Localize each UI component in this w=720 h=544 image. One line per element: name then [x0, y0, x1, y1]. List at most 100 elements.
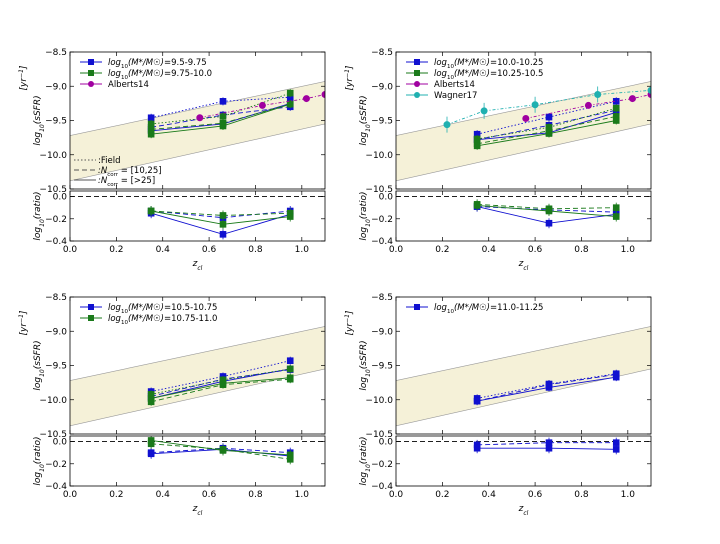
legend-label: log10(M*/M☉)=10.75-11.0: [108, 314, 217, 326]
y-axis-label: log10(sSFR): [359, 95, 372, 145]
x-tick-label: 0.8: [248, 490, 263, 500]
data-point-10.25-10.5: [612, 104, 620, 112]
ratio-point-9.75-10.0: [219, 212, 227, 219]
data-point-10.5-10.75: [286, 357, 294, 365]
main-plot-area: [70, 326, 325, 427]
band-lower-edge: [70, 123, 325, 182]
data-point-9.75-10.0: [219, 113, 227, 120]
y-axis-label: log10(sSFR): [359, 340, 372, 390]
data-point-9.5-9.75: [147, 114, 155, 122]
ratio-point-9.75-10.0: [147, 207, 155, 215]
x-tick-label: 1.0: [621, 245, 636, 255]
ratio-y-axis-label: log10(ratio): [33, 191, 46, 240]
data-point-11.0-11.25: [612, 373, 620, 381]
x-tick-label: 0.0: [63, 490, 78, 500]
y-tick-label: −10.0: [39, 151, 67, 161]
ratio-point-10.75-11.0: [219, 447, 227, 454]
legend-label: Wagner17: [434, 91, 477, 101]
band-upper-edge: [70, 81, 325, 136]
ratio-axes-frame: [395, 190, 652, 242]
data-point-10.75-11.0: [286, 374, 294, 382]
y-tick-label: −9.5: [45, 117, 67, 127]
legend-label: log10(M*/M☉)=10.25-10.5: [434, 69, 543, 81]
main-plot-area: [396, 81, 651, 182]
y-tick-label: −9.5: [371, 117, 393, 127]
ratio-y-tick-label: −0.4: [45, 237, 67, 247]
x-tick-label: 1.0: [295, 490, 310, 500]
y-axis-unit: [yr−1]: [344, 65, 356, 90]
ratio-point-10.5-10.75: [147, 450, 155, 458]
y-tick-label: −8.5: [45, 48, 67, 58]
data-point-11.0-11.25: [545, 384, 553, 391]
x-axis-label: zcl: [518, 504, 529, 517]
y-tick-label: −10.5: [39, 430, 67, 440]
legend-marker: [414, 304, 420, 310]
ratio-y-tick-label: −0.4: [371, 237, 393, 247]
ratio-y-tick-label: 0.0: [53, 438, 68, 448]
ratio-y-tick-label: 0.0: [379, 193, 394, 203]
band-upper-edge: [396, 326, 651, 381]
x-axis-label: zcl: [192, 504, 203, 517]
ratio-point-11.0-11.25: [612, 446, 620, 453]
legend-label: log10(M*/M☉)=10.5-10.75: [108, 303, 217, 315]
ratio-point-10.75-11.0: [147, 437, 155, 444]
panel-bottom-left: −8.5 −9.0 −9.5 −10.0 −10.5 log10(sSFR)[yr−1] 0…: [18, 293, 326, 517]
x-tick-label: 0.0: [389, 490, 404, 500]
x-axis-label: zcl: [192, 259, 203, 272]
series-line-10.25-10.5-field: [477, 107, 617, 140]
y-tick-label: −10.0: [365, 396, 393, 406]
ratio-y-tick-label: −0.2: [45, 460, 67, 470]
ratio-point-10.25-10.5: [612, 204, 620, 211]
series-line-9.75-10.0-field: [151, 92, 291, 125]
ratio-y-tick-label: 0.0: [379, 438, 394, 448]
x-tick-label: 0.8: [574, 490, 589, 500]
x-axis-label: zcl: [518, 259, 529, 272]
x-tick-label: 0.2: [435, 245, 449, 255]
y-tick-label: −8.5: [371, 48, 393, 58]
y-tick-label: −10.5: [365, 185, 393, 195]
ratio-y-tick-label: −0.2: [371, 215, 393, 225]
legend-marker: [414, 59, 420, 65]
ratio-point-10.25-10.5: [473, 202, 481, 209]
legend-marker: [88, 304, 94, 310]
y-axis-unit: [yr−1]: [18, 310, 30, 335]
y-tick-label: −10.0: [39, 396, 67, 406]
y-axis-label: log10(sSFR): [33, 95, 46, 145]
data-point-10.25-10.5: [612, 117, 620, 124]
ratio-axes-frame: [69, 190, 326, 242]
data-point-10.0-10.25: [545, 113, 553, 121]
ratio-y-tick-label: −0.2: [45, 215, 67, 225]
data-point-Alberts14: [628, 95, 636, 103]
data-point-10.75-11.0: [219, 380, 227, 387]
x-tick-label: 1.0: [295, 245, 310, 255]
y-tick-label: −9.0: [45, 327, 67, 337]
data-point-10.25-10.5: [545, 130, 553, 137]
data-point-Wagner17: [647, 86, 651, 94]
ratio-point-9.75-10.0: [286, 213, 294, 220]
y-tick-label: −10.5: [365, 430, 393, 440]
panel-bottom-right: −8.5 −9.0 −9.5 −10.0 −10.5 log10(sSFR)[yr−1] 0…: [344, 293, 652, 517]
ratio-line-10.0-10.25: [477, 206, 617, 213]
legend-label: log10(M*/M☉)=10.0-10.25: [434, 58, 543, 70]
legend-marker: [414, 70, 420, 76]
y-axis-unit: [yr−1]: [18, 65, 30, 90]
panel-top-right: −8.5 −9.0 −9.5 −10.0 −10.5 log10(sSFR)[yr−1] 0…: [344, 48, 652, 272]
data-point-Wagner17: [480, 107, 488, 115]
series-line-Alberts14: [199, 94, 325, 119]
legend-label: log10(M*/M☉)=9.5-9.75: [108, 58, 207, 70]
x-tick-label: 0.0: [389, 245, 404, 255]
y-axis-unit: [yr−1]: [344, 310, 356, 335]
legend-marker: [88, 59, 94, 65]
ratio-plot-area: [70, 436, 325, 465]
data-point-Wagner17: [531, 101, 539, 109]
data-point-11.0-11.25: [473, 397, 481, 405]
legend-label: log10(M*/M☉)=11.0-11.25: [434, 303, 543, 315]
data-point-Wagner17: [443, 121, 451, 129]
y-tick-label: −10.5: [39, 185, 67, 195]
ratio-y-tick-label: −0.4: [45, 482, 67, 492]
legend-label: log10(M*/M☉)=9.75-10.0: [108, 69, 212, 81]
y-tick-label: −9.0: [371, 82, 393, 92]
data-point-9.75-10.0: [286, 100, 294, 108]
